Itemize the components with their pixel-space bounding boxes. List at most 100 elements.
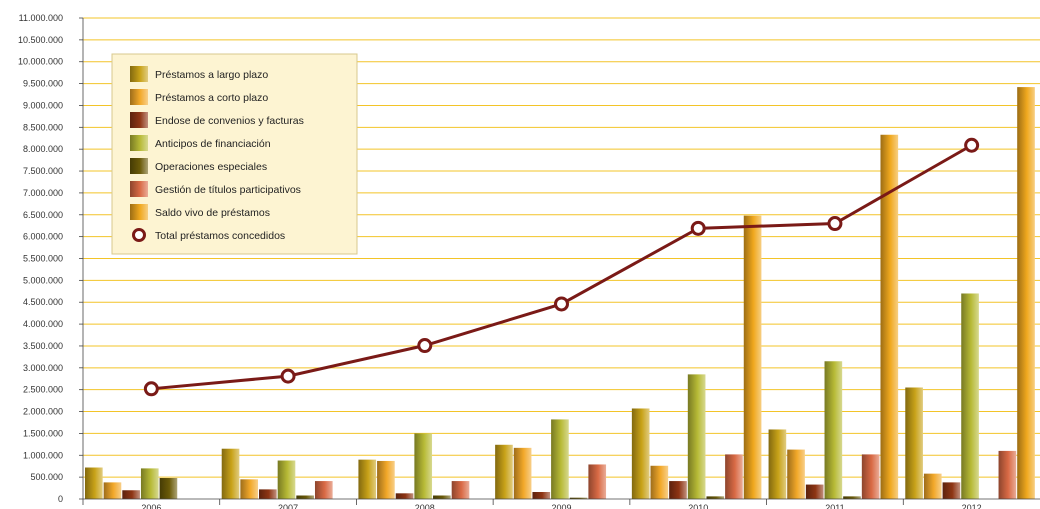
y-tick-label: 4.500.000 — [23, 297, 63, 307]
legend-swatch — [130, 135, 148, 151]
line-point-2010 — [690, 220, 706, 236]
y-tick-label: 11.000.000 — [19, 13, 63, 23]
y-tick-label: 1.000.000 — [23, 450, 63, 460]
bar-endose-de-convenios-y-facturas-2007 — [259, 489, 277, 499]
y-tick-label: 7.500.000 — [23, 166, 63, 176]
x-tick-label: 2007 — [278, 503, 298, 509]
y-axis: 0 500.000 1.000.000 1.500.000 2.000.000 2.500… — [18, 13, 84, 504]
x-axis: 2006 2007 2008 2009 2010 2011 2012 — [82, 498, 1040, 509]
bar-anticipos-de-financiaci-n-2011 — [824, 361, 843, 499]
legend-label: Préstamos a corto plazo — [155, 92, 268, 104]
legend-box — [111, 53, 358, 255]
bar-endose-de-convenios-y-facturas-2006 — [122, 490, 140, 499]
y-tick-label: 9.500.000 — [23, 79, 63, 89]
bar-saldo-vivo-de-pr-stamos-2011 — [880, 134, 899, 499]
legend-label: Gestión de títulos participativos — [155, 184, 301, 196]
bar-operaciones-especiales-2008 — [433, 495, 451, 499]
y-tick-label: 3.000.000 — [23, 363, 63, 373]
bar-pr-stamos-a-corto-plazo-2007 — [240, 479, 259, 499]
line-point-2011 — [827, 216, 843, 232]
y-tick-label: 0 — [58, 494, 63, 504]
bar-pr-stamos-a-corto-plazo-2006 — [103, 482, 122, 499]
legend-label: Préstamos a largo plazo — [155, 69, 268, 81]
bar-anticipos-de-financiaci-n-2012 — [961, 293, 979, 499]
bar-endose-de-convenios-y-facturas-2011 — [805, 484, 824, 499]
bar-series-group — [85, 87, 1035, 500]
x-tick-label: 2008 — [415, 503, 435, 509]
y-tick-label: 8.000.000 — [23, 144, 63, 154]
bar-endose-de-convenios-y-facturas-2009 — [532, 492, 551, 499]
x-tick-label: 2011 — [825, 503, 844, 509]
bar-operaciones-especiales-2011 — [843, 496, 861, 499]
bar-anticipos-de-financiaci-n-2007 — [277, 460, 296, 499]
legend-label: Endose de convenios y facturas — [155, 115, 304, 127]
line-point-2009 — [554, 296, 569, 312]
line-point-2007 — [280, 368, 296, 384]
bar-gesti-n-de-t-tulos-participativos-2008 — [451, 481, 470, 499]
line-point-2008 — [417, 338, 433, 354]
bar-operaciones-especiales-2007 — [296, 495, 314, 499]
line-point-2012 — [964, 137, 980, 153]
bar-endose-de-convenios-y-facturas-2008 — [395, 493, 414, 499]
legend-swatch — [130, 112, 148, 128]
y-tick-label: 9.000.000 — [23, 100, 63, 110]
y-tick-label: 500.000 — [30, 472, 63, 482]
y-tick-label: 1.500.000 — [23, 428, 63, 438]
bar-saldo-vivo-de-pr-stamos-2012 — [1017, 87, 1035, 500]
x-tick-label: 2010 — [688, 503, 708, 509]
y-tick-label: 2.000.000 — [23, 407, 63, 417]
bar-pr-stamos-a-corto-plazo-2009 — [513, 447, 532, 499]
legend-marker — [132, 228, 146, 242]
x-tick-label: 2012 — [962, 503, 982, 509]
line-series-group — [143, 137, 980, 397]
y-tick-label: 3.500.000 — [23, 341, 63, 351]
bar-gesti-n-de-t-tulos-participativos-2012 — [998, 450, 1017, 499]
bar-anticipos-de-financiaci-n-2006 — [140, 468, 159, 499]
bar-operaciones-especiales-2010 — [706, 496, 725, 499]
legend-swatch — [130, 181, 148, 197]
bar-gesti-n-de-t-tulos-participativos-2011 — [861, 454, 880, 499]
y-tick-label: 7.000.000 — [23, 188, 63, 198]
bar-anticipos-de-financiaci-n-2008 — [414, 433, 433, 499]
legend-label: Saldo vivo de préstamos — [155, 207, 270, 219]
legend-label: Operaciones especiales — [155, 161, 267, 173]
x-tick-label: 2009 — [551, 503, 571, 509]
legend-swatch — [130, 158, 148, 174]
y-tick-label: 5.000.000 — [23, 275, 63, 285]
bar-pr-stamos-a-corto-plazo-2011 — [787, 449, 805, 499]
y-tick-label: 2.500.000 — [23, 385, 63, 395]
bar-pr-stamos-a-largo-plazo-2011 — [768, 429, 787, 499]
y-tick-label: 10.500.000 — [18, 35, 63, 45]
bar-gesti-n-de-t-tulos-participativos-2010 — [725, 454, 743, 499]
bar-pr-stamos-a-largo-plazo-2009 — [495, 444, 513, 499]
bar-pr-stamos-a-corto-plazo-2010 — [650, 465, 669, 499]
bar-pr-stamos-a-corto-plazo-2008 — [377, 460, 395, 499]
legend-label: Anticipos de financiación — [155, 138, 271, 150]
y-tick-label: 5.500.000 — [23, 254, 63, 264]
bar-pr-stamos-a-largo-plazo-2010 — [631, 408, 650, 499]
bar-pr-stamos-a-largo-plazo-2008 — [358, 459, 377, 499]
legend-swatch — [130, 204, 148, 220]
bar-saldo-vivo-de-pr-stamos-2010 — [743, 215, 762, 499]
bar-operaciones-especiales-2009 — [569, 497, 588, 499]
bar-pr-stamos-a-corto-plazo-2012 — [923, 473, 942, 499]
line-point-2006 — [143, 381, 159, 397]
bar-pr-stamos-a-largo-plazo-2006 — [85, 467, 103, 499]
bar-anticipos-de-financiaci-n-2009 — [551, 419, 569, 499]
y-tick-label: 6.500.000 — [23, 210, 63, 220]
bar-gesti-n-de-t-tulos-participativos-2007 — [314, 481, 333, 499]
legend: Préstamos a largo plazo Préstamos a corto… — [111, 53, 358, 255]
x-tick-label: 2006 — [141, 503, 161, 509]
y-tick-label: 4.000.000 — [23, 319, 63, 329]
bar-pr-stamos-a-largo-plazo-2012 — [905, 387, 923, 499]
y-tick-label: 8.500.000 — [23, 122, 63, 132]
bar-endose-de-convenios-y-facturas-2010 — [669, 481, 687, 499]
y-tick-label: 6.000.000 — [23, 232, 63, 242]
legend-swatch — [130, 89, 148, 105]
y-tick-label: 10.000.000 — [18, 57, 63, 67]
bar-pr-stamos-a-largo-plazo-2007 — [221, 448, 240, 499]
bar-endose-de-convenios-y-facturas-2012 — [942, 482, 961, 499]
legend-swatch — [130, 66, 148, 82]
